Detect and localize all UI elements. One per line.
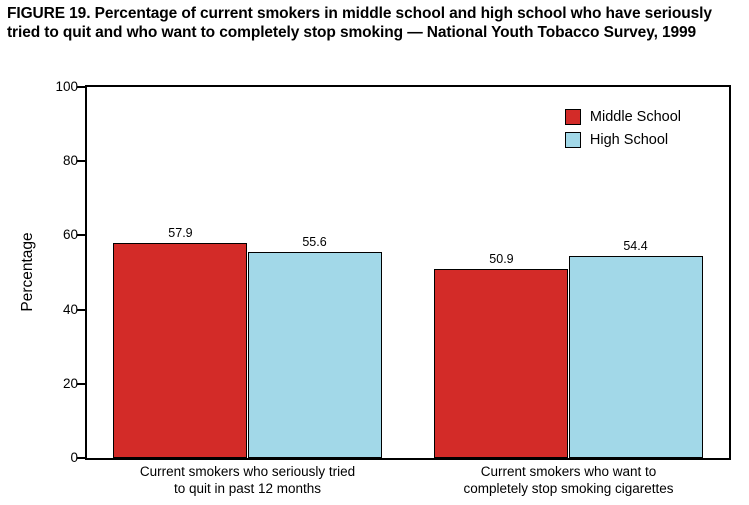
bar-middle-school-category-2 bbox=[434, 269, 569, 458]
bar-value-label: 50.9 bbox=[489, 252, 514, 267]
y-tick-mark bbox=[77, 160, 85, 163]
plot-area: Middle School High School 57.9 55.6 50.9 54.… bbox=[85, 85, 731, 460]
legend-swatch-middle-school bbox=[564, 109, 581, 125]
bar-high-school-category-1 bbox=[247, 251, 382, 458]
y-tick-label: 20 bbox=[62, 375, 78, 391]
bar-middle-school-category-1 bbox=[113, 243, 248, 458]
x-category-label: Current smokers who want to completely s… bbox=[463, 464, 674, 496]
figure-title: FIGURE 19. Percentage of current smokers… bbox=[7, 5, 712, 41]
bar-high-school-category-2 bbox=[568, 256, 703, 458]
y-axis-title: Percentage bbox=[19, 232, 36, 312]
y-tick-label: 0 bbox=[70, 450, 78, 465]
bar-value-label: 54.4 bbox=[623, 239, 648, 254]
bar-value-label: 57.9 bbox=[168, 226, 193, 241]
legend-swatch-high-school bbox=[564, 132, 581, 148]
y-tick-label: 40 bbox=[62, 301, 78, 317]
legend: Middle School High School bbox=[564, 109, 681, 155]
legend-label: High School bbox=[589, 132, 669, 148]
y-tick-label: 100 bbox=[55, 79, 78, 94]
legend-item-high-school: High School bbox=[564, 132, 681, 148]
y-tick-mark bbox=[77, 382, 85, 385]
y-tick-mark bbox=[77, 86, 85, 88]
bar-value-label: 55.6 bbox=[302, 234, 327, 249]
y-tick-mark bbox=[77, 234, 85, 237]
x-category-label: Current smokers who seriously tried to q… bbox=[139, 464, 356, 496]
y-tick-label: 80 bbox=[62, 153, 78, 169]
y-tick-mark bbox=[77, 308, 85, 311]
y-tick-mark bbox=[77, 457, 85, 459]
legend-item-middle-school: Middle School bbox=[564, 109, 681, 125]
y-tick-label: 60 bbox=[62, 227, 78, 243]
legend-label: Middle School bbox=[589, 109, 681, 125]
